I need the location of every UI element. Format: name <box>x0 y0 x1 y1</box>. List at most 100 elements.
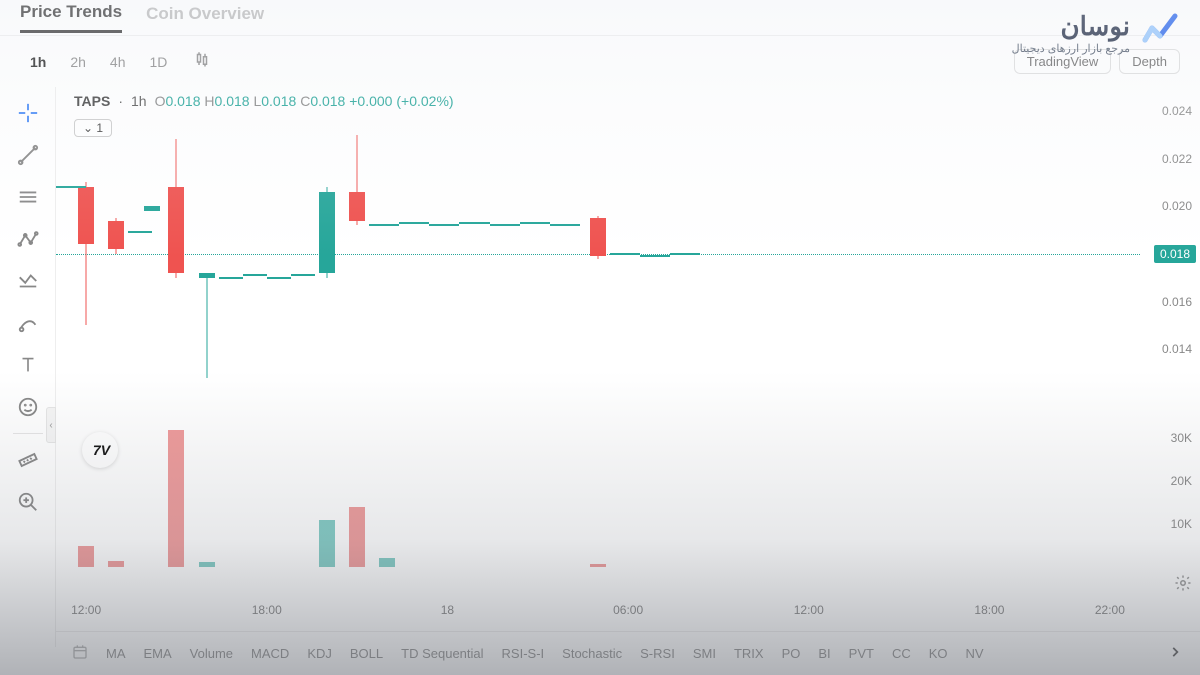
toolbar-collapse-handle[interactable]: ‹ <box>46 407 56 443</box>
x-tick: 18:00 <box>974 603 1004 617</box>
watermark-title: نوسان <box>1012 11 1130 42</box>
candle <box>319 87 335 397</box>
volume-bar <box>319 520 335 567</box>
candlestick-settings-icon[interactable] <box>189 46 215 77</box>
indicator-kdj[interactable]: KDJ <box>307 646 332 661</box>
watermark-subtitle: مرجع بازار ارزهای دیجیتال <box>1012 42 1130 55</box>
indicator-trix[interactable]: TRIX <box>734 646 764 661</box>
candle <box>590 87 606 397</box>
price-dash <box>56 186 86 188</box>
indicator-td-sequential[interactable]: TD Sequential <box>401 646 483 661</box>
trendline-tool[interactable] <box>8 135 48 175</box>
price-dash <box>610 253 640 255</box>
vol-y-tick: 10K <box>1171 517 1192 531</box>
tab-price-trends[interactable]: Price Trends <box>20 2 122 33</box>
price-dash <box>640 255 670 257</box>
indicator-ma[interactable]: MA <box>106 646 126 661</box>
candle <box>144 87 160 397</box>
volume-bar <box>379 558 395 567</box>
price-dash <box>399 222 429 224</box>
price-dash <box>291 274 315 276</box>
current-price-tag: 0.018 <box>1154 245 1196 263</box>
volume-bar <box>590 564 606 567</box>
chart-legend: TAPS · 1h O0.018 H0.018 L0.018 C0.018 +0… <box>74 93 454 109</box>
indicator-pvt[interactable]: PVT <box>849 646 874 661</box>
price-dash <box>369 224 399 226</box>
interval-label: 1h <box>131 93 147 109</box>
emoji-tool[interactable] <box>8 387 48 427</box>
watermark-logo-icon <box>1140 10 1180 55</box>
price-dash <box>429 224 459 226</box>
text-tool[interactable] <box>8 345 48 385</box>
calendar-icon[interactable] <box>72 644 88 663</box>
price-dash <box>490 224 520 226</box>
indicator-smi[interactable]: SMI <box>693 646 716 661</box>
candle <box>168 87 184 397</box>
indicator-cc[interactable]: CC <box>892 646 911 661</box>
drawing-toolbar: ‹ <box>0 87 56 647</box>
x-tick: 06:00 <box>613 603 643 617</box>
price-y-axis[interactable]: 0.0140.0160.0180.0200.0220.0240.01810K20… <box>1140 87 1200 567</box>
tradingview-logo-icon[interactable]: 7V <box>82 432 118 468</box>
patterns-tool[interactable] <box>8 261 48 301</box>
site-watermark: نوسان مرجع بازار ارزهای دیجیتال <box>1012 10 1180 55</box>
horizontal-lines-tool[interactable] <box>8 177 48 217</box>
volume-bar <box>349 507 365 567</box>
indicator-scroll-right-icon[interactable] <box>1162 645 1188 662</box>
candle <box>199 87 215 397</box>
indicator-boll[interactable]: BOLL <box>350 646 383 661</box>
legend-dropdown[interactable]: ⌄ 1 <box>74 119 112 137</box>
volume-chart[interactable] <box>56 417 1140 567</box>
indicator-ko[interactable]: KO <box>929 646 948 661</box>
crosshair-tool[interactable] <box>8 93 48 133</box>
indicator-macd[interactable]: MACD <box>251 646 289 661</box>
indicator-volume[interactable]: Volume <box>190 646 233 661</box>
indicator-bi[interactable]: BI <box>818 646 830 661</box>
indicator-bar: MA EMA Volume MACD KDJ BOLL TD Sequential RSI-S… <box>56 631 1200 675</box>
price-dash <box>243 274 267 276</box>
zoom-tool[interactable] <box>8 482 48 522</box>
timeframe-1h[interactable]: 1h <box>20 50 56 74</box>
price-dash <box>267 277 291 279</box>
volume-bar <box>168 430 184 567</box>
timeframe-1d[interactable]: 1D <box>140 50 178 74</box>
tab-coin-overview[interactable]: Coin Overview <box>146 4 264 32</box>
volume-bar <box>78 546 94 567</box>
price-dash <box>128 231 152 233</box>
ohlc-readout: O0.018 H0.018 L0.018 C0.018 +0.000 (+0.0… <box>155 93 454 109</box>
x-tick: 12:00 <box>71 603 101 617</box>
timeframe-2h[interactable]: 2h <box>60 50 96 74</box>
price-dash <box>219 277 243 279</box>
brush-tool[interactable] <box>8 303 48 343</box>
indicator-s-rsi[interactable]: S-RSI <box>640 646 675 661</box>
price-dash <box>520 222 550 224</box>
chart-settings-icon[interactable] <box>1174 574 1192 597</box>
x-tick: 12:00 <box>794 603 824 617</box>
vol-y-tick: 30K <box>1171 431 1192 445</box>
volume-bar <box>108 561 124 567</box>
indicator-rsi-s-i[interactable]: RSI-S-I <box>502 646 545 661</box>
ruler-tool[interactable] <box>8 440 48 480</box>
volume-bar <box>199 562 215 567</box>
symbol-label: TAPS <box>74 93 110 109</box>
x-tick: 18 <box>441 603 454 617</box>
candle <box>349 87 365 397</box>
indicator-po[interactable]: PO <box>782 646 801 661</box>
timeframe-4h[interactable]: 4h <box>100 50 136 74</box>
y-tick: 0.024 <box>1162 104 1192 118</box>
pitchfork-tool[interactable] <box>8 219 48 259</box>
x-tick: 18:00 <box>252 603 282 617</box>
time-x-axis[interactable]: 12:00 18:00 18 06:00 12:00 18:00 22:00 <box>56 603 1170 627</box>
indicator-ema[interactable]: EMA <box>144 646 172 661</box>
y-tick: 0.016 <box>1162 295 1192 309</box>
price-dash <box>670 253 700 255</box>
y-tick: 0.020 <box>1162 199 1192 213</box>
y-tick: 0.014 <box>1162 342 1192 356</box>
indicator-nv[interactable]: NV <box>966 646 984 661</box>
chart-area[interactable]: TAPS · 1h O0.018 H0.018 L0.018 C0.018 +0… <box>56 87 1200 647</box>
indicator-stochastic[interactable]: Stochastic <box>562 646 622 661</box>
x-tick: 22:00 <box>1095 603 1125 617</box>
price-chart[interactable] <box>56 87 1140 397</box>
y-tick: 0.022 <box>1162 152 1192 166</box>
price-dash <box>550 224 580 226</box>
